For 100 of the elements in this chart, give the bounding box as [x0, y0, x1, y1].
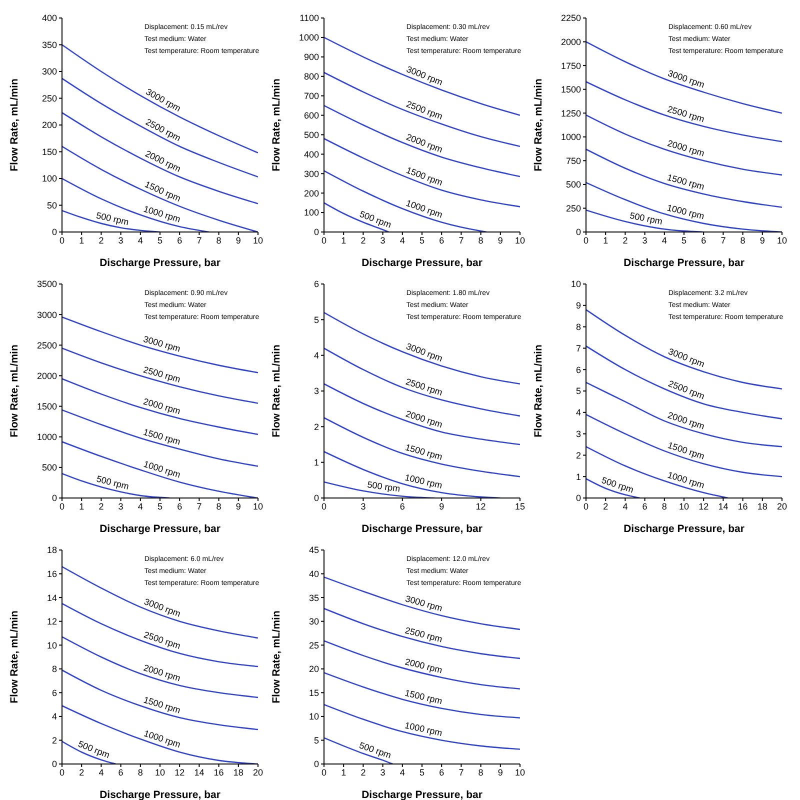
y-tick-label: 150 — [42, 146, 57, 157]
text: 2000 rpm — [404, 132, 444, 155]
x-tick-label: 9 — [498, 767, 503, 778]
x-tick-label: 6 — [701, 235, 706, 246]
x-tick-label: 4 — [622, 501, 628, 512]
text: 2500 rpm — [404, 98, 444, 122]
x-tick-label: 20 — [252, 767, 264, 778]
line-series — [62, 178, 210, 232]
x-tick-label: 8 — [138, 767, 143, 778]
text: 1500 rpm — [404, 442, 444, 462]
x-tick-label: 7 — [458, 767, 464, 778]
y-tick-label: 3 — [314, 386, 319, 396]
x-tick-label: 2 — [360, 235, 366, 246]
x-tick-label: 0 — [59, 235, 65, 246]
x-tick-label: 6 — [439, 767, 444, 778]
y-tick-label: 15 — [308, 688, 319, 698]
x-tick-label: 10 — [252, 235, 264, 246]
text: 1500 rpm — [666, 440, 706, 462]
y-tick-label: 0 — [52, 227, 57, 238]
text: 2000 rpm — [404, 656, 444, 676]
line-series — [62, 112, 258, 204]
y-tick-label: 8 — [52, 664, 57, 674]
x-tick-label: 8 — [478, 767, 484, 778]
y-tick-label: 500 — [304, 130, 319, 140]
x-tick-label: 5 — [157, 235, 163, 246]
y-tick-label: 300 — [42, 66, 57, 77]
y-tick-label: 200 — [42, 120, 57, 130]
x-tick-label: 4 — [138, 235, 143, 246]
x-tick-label: 3 — [380, 767, 386, 778]
text: 500 rpm — [95, 210, 130, 228]
y-tick-label: 250 — [42, 93, 57, 104]
text: 1000 rpm — [666, 202, 706, 222]
y-axis-title: Flow Rate, mL/min — [270, 344, 283, 438]
y-tick-label: 400 — [42, 13, 57, 24]
y-tick-label: 5 — [314, 735, 319, 746]
text: 2500 rpm — [142, 629, 182, 652]
x-tick-label: 2 — [360, 767, 366, 778]
x-tick-label: 5 — [419, 767, 425, 778]
text: 3000 rpm — [666, 346, 706, 370]
x-tick-label: 2 — [98, 501, 104, 512]
x-tick-label: 8 — [740, 235, 746, 246]
x-tick-label: 0 — [583, 235, 589, 246]
x-tick-label: 0 — [59, 767, 65, 778]
text: 1000 rpm — [142, 728, 182, 750]
x-tick-label: 5 — [157, 501, 163, 512]
y-axis-title: Flow Rate, mL/min — [270, 610, 283, 704]
y-tick-label: 700 — [304, 91, 319, 102]
x-tick-label: 12 — [476, 501, 486, 512]
text: 3000 rpm — [142, 596, 182, 619]
y-axis-title: Flow Rate, mL/min — [532, 78, 545, 172]
y-tick-label: 4 — [314, 350, 319, 361]
text: 1500 rpm — [142, 426, 182, 447]
text: 2500 rpm — [404, 376, 444, 398]
text: 500 rpm — [95, 474, 130, 492]
x-tick-label: 8 — [216, 235, 222, 246]
text: 2500 rpm — [404, 625, 444, 644]
text: 1500 rpm — [404, 688, 444, 706]
x-tick-label: 16 — [738, 501, 748, 512]
y-tick-label: 6 — [314, 279, 319, 290]
x-tick-label: 5 — [419, 235, 425, 246]
text: 1000 rpm — [142, 458, 182, 480]
text: 1000 rpm — [404, 198, 444, 220]
y-tick-label: 45 — [308, 545, 319, 556]
x-tick-label: 15 — [514, 501, 526, 512]
x-tick-label: 9 — [760, 235, 765, 246]
x-tick-label: 5 — [681, 235, 687, 246]
x-tick-label: 10 — [514, 767, 526, 778]
y-tick-label: 3 — [576, 428, 581, 439]
y-tick-label: 35 — [308, 592, 319, 603]
text: 1500 rpm — [404, 165, 444, 188]
y-tick-label: 12 — [46, 616, 57, 627]
x-tick-label: 10 — [154, 767, 166, 778]
text: 1500 rpm — [142, 694, 182, 716]
text: 2000 rpm — [142, 396, 182, 416]
y-tick-label: 10 — [308, 712, 319, 722]
y-tick-label: 10 — [46, 640, 57, 650]
y-tick-label: 20 — [308, 664, 319, 674]
x-tick-label: 18 — [757, 501, 768, 512]
y-tick-label: 1250 — [560, 108, 581, 118]
text: 500 rpm — [76, 738, 112, 760]
y-tick-label: 0 — [576, 493, 581, 504]
y-tick-label: 2250 — [560, 13, 581, 24]
x-tick-label: 3 — [380, 235, 386, 246]
y-tick-label: 4 — [576, 408, 581, 418]
y-tick-label: 0 — [314, 759, 319, 770]
y-tick-label: 6 — [576, 364, 581, 375]
y-tick-label: 8 — [576, 322, 581, 332]
x-axis-title: Discharge Pressure, bar — [100, 789, 220, 800]
y-tick-label: 300 — [304, 168, 319, 179]
x-tick-label: 1 — [79, 235, 84, 246]
x-tick-label: 4 — [400, 767, 405, 778]
y-tick-label: 3500 — [36, 279, 57, 290]
x-tick-label: 9 — [236, 501, 241, 512]
y-tick-label: 1000 — [36, 432, 57, 442]
x-tick-label: 2 — [622, 235, 628, 246]
line-series — [62, 740, 117, 764]
y-tick-label: 4 — [52, 712, 57, 722]
text: 2000 rpm — [144, 148, 182, 174]
y-tick-label: 9 — [576, 300, 581, 311]
text: 3000 rpm — [404, 341, 444, 364]
